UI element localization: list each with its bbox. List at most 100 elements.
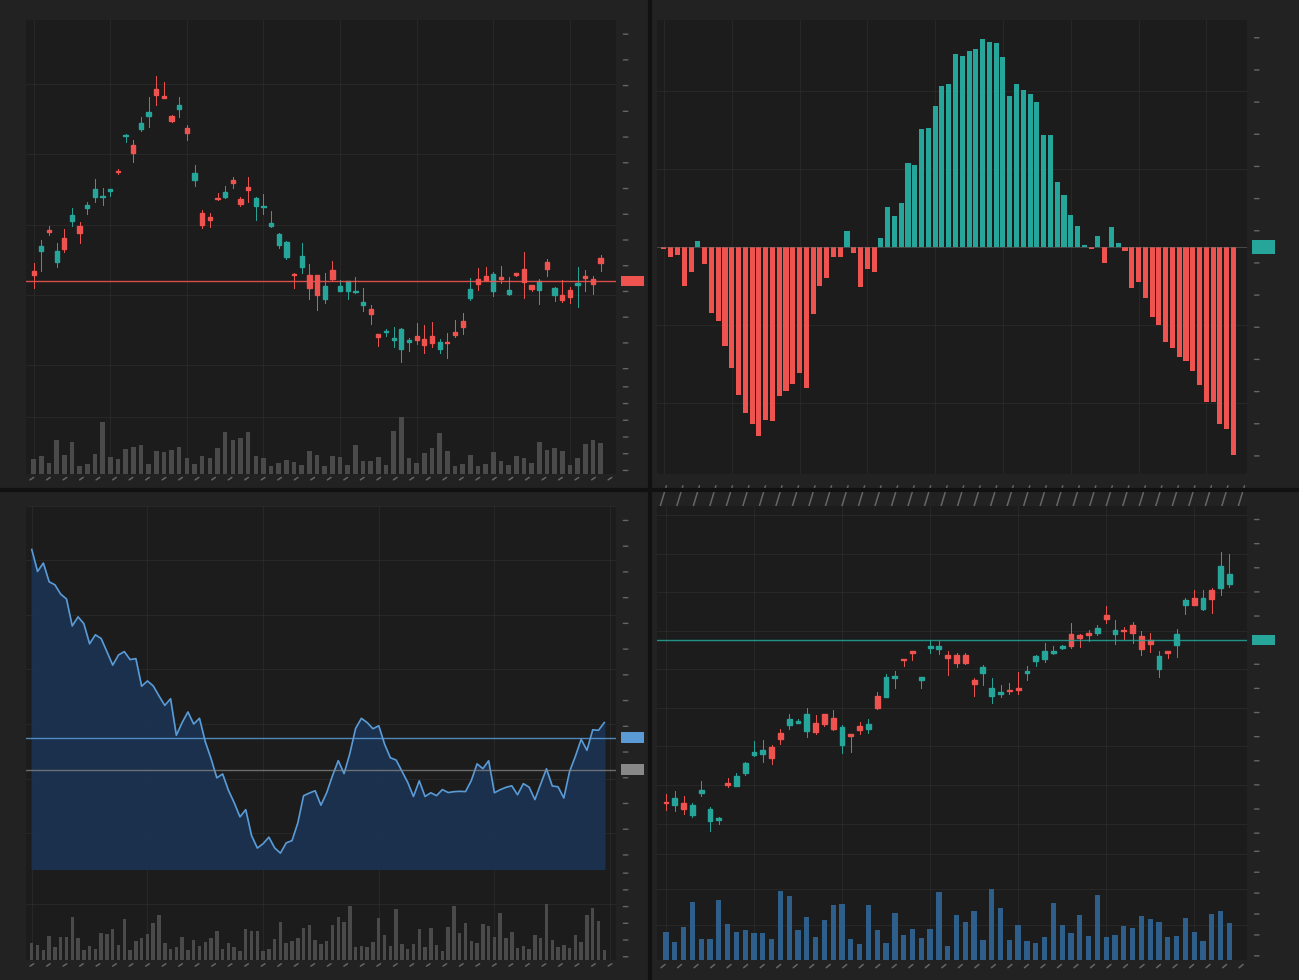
Bar	[200, 214, 204, 224]
Bar	[551, 940, 553, 960]
Bar	[1156, 656, 1161, 668]
Bar	[249, 931, 253, 960]
Bar	[1147, 919, 1152, 960]
Bar	[507, 465, 511, 474]
Bar	[296, 938, 300, 960]
Bar	[414, 336, 418, 340]
Bar	[778, 733, 783, 739]
Bar	[204, 942, 207, 960]
Bar	[1112, 630, 1117, 634]
Bar	[1130, 625, 1135, 633]
Bar	[1200, 598, 1205, 610]
Bar	[377, 917, 381, 960]
Bar	[987, 42, 992, 247]
Bar	[533, 935, 536, 960]
Bar	[47, 230, 51, 231]
Bar	[407, 340, 410, 342]
Bar	[483, 276, 487, 280]
Bar	[31, 459, 36, 474]
Bar	[701, 247, 707, 264]
Bar	[1060, 647, 1065, 648]
Bar	[1183, 247, 1189, 361]
Bar	[1021, 89, 1026, 247]
Bar	[769, 747, 774, 758]
Bar	[131, 145, 135, 154]
Bar	[92, 454, 97, 474]
Bar	[256, 931, 259, 960]
Bar	[536, 443, 542, 474]
Bar	[902, 659, 907, 661]
Bar	[1200, 941, 1205, 960]
Bar	[261, 458, 266, 474]
Bar	[885, 207, 890, 247]
Bar	[514, 456, 518, 474]
Bar	[1104, 614, 1108, 618]
Bar	[872, 247, 877, 272]
Bar	[661, 247, 666, 249]
Bar	[998, 692, 1003, 694]
Bar	[990, 688, 994, 697]
Bar	[1040, 135, 1046, 247]
Bar	[1034, 102, 1039, 247]
Bar	[475, 943, 479, 960]
Bar	[1165, 937, 1170, 960]
Bar	[1077, 635, 1082, 638]
Bar	[1095, 628, 1100, 633]
Bar	[279, 922, 282, 960]
Bar	[407, 458, 412, 474]
Bar	[395, 908, 397, 960]
Bar	[946, 84, 951, 247]
Bar	[690, 902, 695, 960]
Bar	[153, 451, 158, 474]
Bar	[1137, 247, 1141, 282]
Bar	[530, 285, 534, 289]
Bar	[491, 273, 495, 291]
Bar	[937, 893, 942, 960]
Bar	[795, 721, 800, 723]
Bar	[391, 338, 396, 340]
Bar	[522, 946, 525, 960]
Bar	[574, 935, 577, 960]
Bar	[568, 290, 572, 297]
Bar	[108, 189, 112, 191]
Bar	[53, 947, 57, 960]
Bar	[405, 949, 409, 960]
Bar	[883, 943, 889, 960]
Bar	[725, 924, 730, 960]
Bar	[233, 947, 236, 960]
Bar	[438, 433, 442, 474]
Bar	[831, 247, 837, 257]
Bar	[491, 452, 496, 474]
Bar	[372, 942, 374, 960]
Bar	[1218, 565, 1224, 588]
Bar	[483, 465, 488, 474]
Bar	[1209, 590, 1215, 599]
Bar	[857, 726, 863, 730]
Bar	[1129, 247, 1134, 288]
Bar	[675, 247, 681, 255]
Bar	[331, 925, 334, 960]
Bar	[230, 440, 235, 474]
Bar	[760, 751, 765, 754]
Bar	[668, 247, 673, 257]
Bar	[338, 286, 342, 291]
Bar	[499, 461, 503, 474]
Bar	[804, 247, 809, 388]
Bar	[145, 934, 149, 960]
Bar	[1089, 247, 1094, 249]
Bar	[152, 923, 155, 960]
Bar	[1183, 600, 1187, 606]
Bar	[452, 906, 456, 960]
Bar	[1060, 925, 1065, 960]
Bar	[292, 273, 296, 275]
Bar	[1150, 247, 1155, 317]
Bar	[42, 950, 45, 960]
Bar	[147, 113, 151, 116]
Bar	[516, 948, 520, 960]
Bar	[31, 271, 36, 275]
Bar	[709, 247, 714, 313]
Bar	[400, 944, 404, 960]
Bar	[552, 288, 557, 295]
Bar	[575, 459, 579, 474]
Bar	[946, 655, 950, 658]
